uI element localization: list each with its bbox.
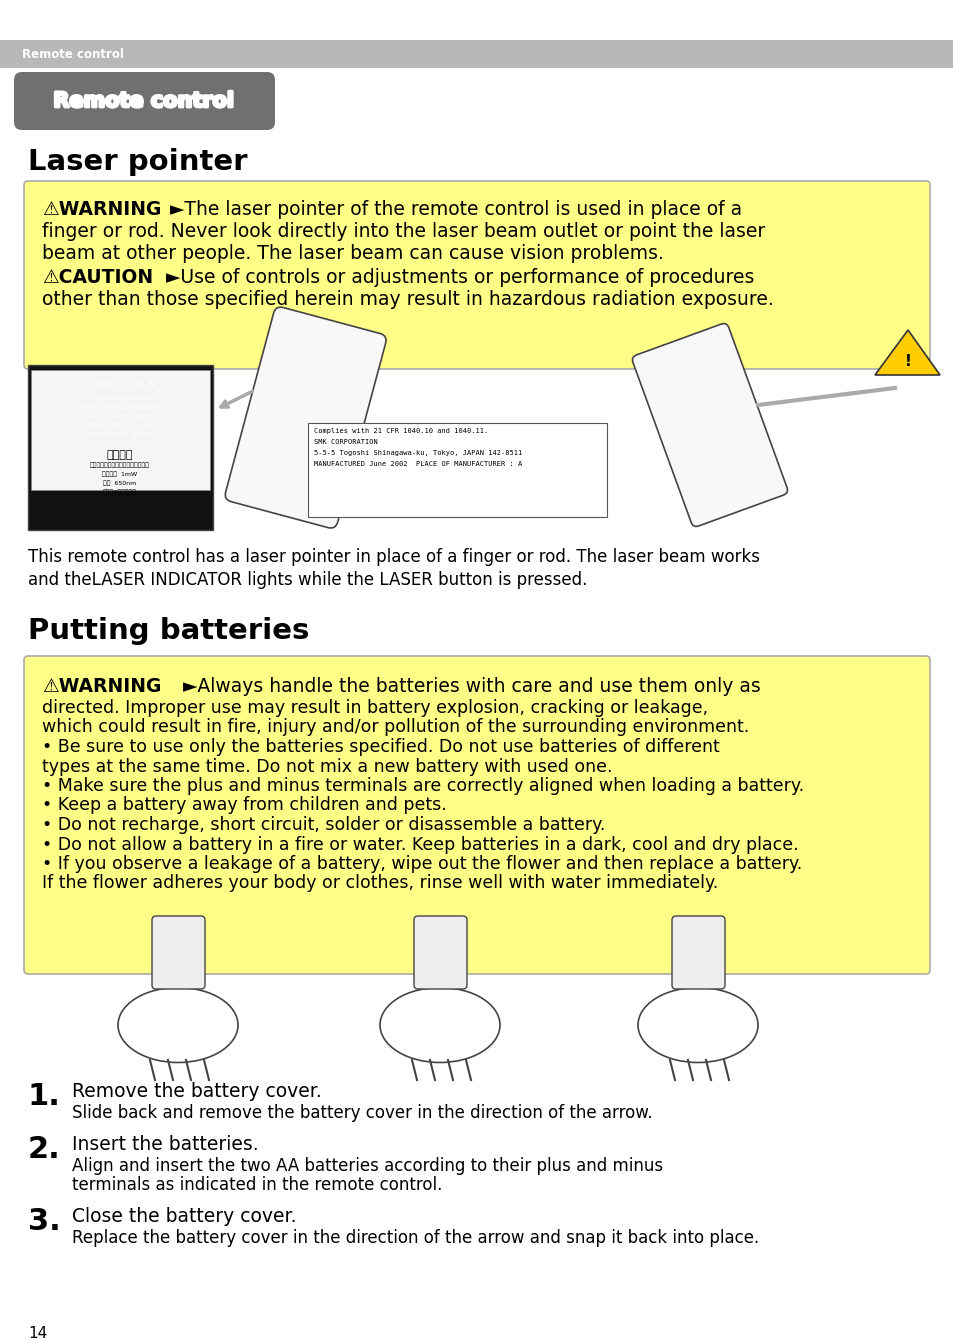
- Text: • Do not allow a battery in a fire or water. Keep batteries in a dark, cool and : • Do not allow a battery in a fire or wa…: [42, 836, 798, 853]
- Bar: [30, 370, 210, 490]
- Text: Remove the battery cover.: Remove the battery cover.: [71, 1082, 321, 1101]
- Text: and theLASER INDICATOR lights while the LASER button is pressed.: and theLASER INDICATOR lights while the …: [28, 570, 587, 589]
- Text: ►Always handle the batteries with care and use them only as: ►Always handle the batteries with care a…: [183, 678, 760, 696]
- Text: terminals as indicated in the remote control.: terminals as indicated in the remote con…: [71, 1176, 442, 1194]
- Text: • Make sure the plus and minus terminals are correctly aligned when loading a ba: • Make sure the plus and minus terminals…: [42, 777, 803, 795]
- Text: クラス2レーザ製品: クラス2レーザ製品: [103, 489, 137, 494]
- Text: ►The laser pointer of the remote control is used in place of a: ►The laser pointer of the remote control…: [170, 200, 741, 220]
- Text: Remote control: Remote control: [22, 47, 124, 60]
- Text: • If you observe a leakage of a battery, wipe out the flower and then replace a : • If you observe a leakage of a battery,…: [42, 856, 801, 873]
- Polygon shape: [874, 329, 939, 375]
- Text: C A U T I O N: C A U T I O N: [85, 380, 154, 390]
- Text: DO NOT STARE INTO BEAM: DO NOT STARE INTO BEAM: [79, 404, 161, 410]
- Text: • Be sure to use only the batteries specified. Do not use batteries of different: • Be sure to use only the batteries spec…: [42, 738, 719, 757]
- Text: Replace the battery cover in the direction of the arrow and snap it back into pl: Replace the battery cover in the directi…: [71, 1229, 759, 1247]
- Text: ビームをのぞきこまないでください: ビームをのぞきこまないでください: [90, 462, 150, 467]
- Text: !: !: [903, 355, 910, 370]
- Text: Laser pointer: Laser pointer: [28, 149, 247, 175]
- Text: directed. Improper use may result in battery explosion, cracking or leakage,: directed. Improper use may result in bat…: [42, 699, 707, 716]
- Text: CLASS 2 LASER PRODUCT: CLASS 2 LASER PRODUCT: [81, 414, 159, 419]
- Text: ⚠WARNING: ⚠WARNING: [42, 200, 161, 220]
- Text: WAVELENGTH  650nm: WAVELENGTH 650nm: [88, 432, 152, 437]
- Text: 3.: 3.: [28, 1206, 61, 1236]
- Bar: [28, 366, 213, 530]
- Text: • Keep a battery away from children and pets.: • Keep a battery away from children and …: [42, 797, 446, 814]
- Text: types at the same time. Do not mix a new battery with used one.: types at the same time. Do not mix a new…: [42, 758, 612, 775]
- Text: 5-5-5 Togoshi Shinagawa-ku, Tokyo, JAPAN 142-8511: 5-5-5 Togoshi Shinagawa-ku, Tokyo, JAPAN…: [314, 450, 521, 457]
- Text: • Do not recharge, short circuit, solder or disassemble a battery.: • Do not recharge, short circuit, solder…: [42, 815, 605, 834]
- FancyBboxPatch shape: [632, 324, 787, 526]
- FancyBboxPatch shape: [225, 307, 386, 528]
- Text: LASER RADIATION: LASER RADIATION: [91, 396, 148, 400]
- FancyBboxPatch shape: [24, 181, 929, 370]
- Text: finger or rod. Never look directly into the laser beam outlet or point the laser: finger or rod. Never look directly into …: [42, 222, 764, 241]
- Text: which could result in fire, injury and/or pollution of the surrounding environme: which could result in fire, injury and/o…: [42, 719, 748, 736]
- FancyBboxPatch shape: [14, 72, 274, 130]
- Text: This remote control has a laser pointer in place of a finger or rod. The laser b: This remote control has a laser pointer …: [28, 548, 760, 566]
- FancyBboxPatch shape: [414, 916, 467, 990]
- Text: SMK CORPORATION: SMK CORPORATION: [314, 439, 377, 445]
- Text: Close the battery cover.: Close the battery cover.: [71, 1206, 296, 1227]
- Text: 1.: 1.: [28, 1082, 61, 1111]
- Text: 最大出力  1mW: 最大出力 1mW: [102, 471, 137, 477]
- Text: If the flower adheres your body or clothes, rinse well with water immediately.: If the flower adheres your body or cloth…: [42, 874, 718, 893]
- Text: 波長  650nm: 波長 650nm: [103, 479, 136, 486]
- Bar: [0, 40, 953, 68]
- Text: MANUFACTURED June 2002  PLACE OF MANUFACTURER : A: MANUFACTURED June 2002 PLACE OF MANUFACT…: [314, 461, 521, 467]
- Text: 14: 14: [28, 1326, 48, 1339]
- Text: ►Use of controls or adjustments or performance of procedures: ►Use of controls or adjustments or perfo…: [166, 268, 754, 287]
- FancyBboxPatch shape: [671, 916, 724, 990]
- Text: beam at other people. The laser beam can cause vision problems.: beam at other people. The laser beam can…: [42, 244, 663, 262]
- FancyBboxPatch shape: [308, 423, 606, 517]
- Text: ⚠CAUTION: ⚠CAUTION: [42, 268, 153, 287]
- FancyBboxPatch shape: [24, 656, 929, 973]
- FancyBboxPatch shape: [152, 916, 205, 990]
- Text: レーザ光: レーザ光: [107, 450, 133, 461]
- Text: ⚠WARNING: ⚠WARNING: [42, 678, 161, 696]
- Text: Remote control: Remote control: [53, 91, 234, 111]
- Text: Complies with 21 CFR 1040.10 and 1040.11.: Complies with 21 CFR 1040.10 and 1040.11…: [314, 428, 488, 434]
- Text: Putting batteries: Putting batteries: [28, 617, 309, 645]
- Text: MAX. OUTPUT  1mW: MAX. OUTPUT 1mW: [90, 423, 150, 428]
- Text: Insert the batteries.: Insert the batteries.: [71, 1135, 258, 1154]
- Text: Slide back and remove the battery cover in the direction of the arrow.: Slide back and remove the battery cover …: [71, 1103, 652, 1122]
- Text: Align and insert the two AA batteries according to their plus and minus: Align and insert the two AA batteries ac…: [71, 1157, 662, 1176]
- Text: other than those specified herein may result in hazardous radiation exposure.: other than those specified herein may re…: [42, 291, 773, 309]
- Text: 2.: 2.: [28, 1135, 61, 1164]
